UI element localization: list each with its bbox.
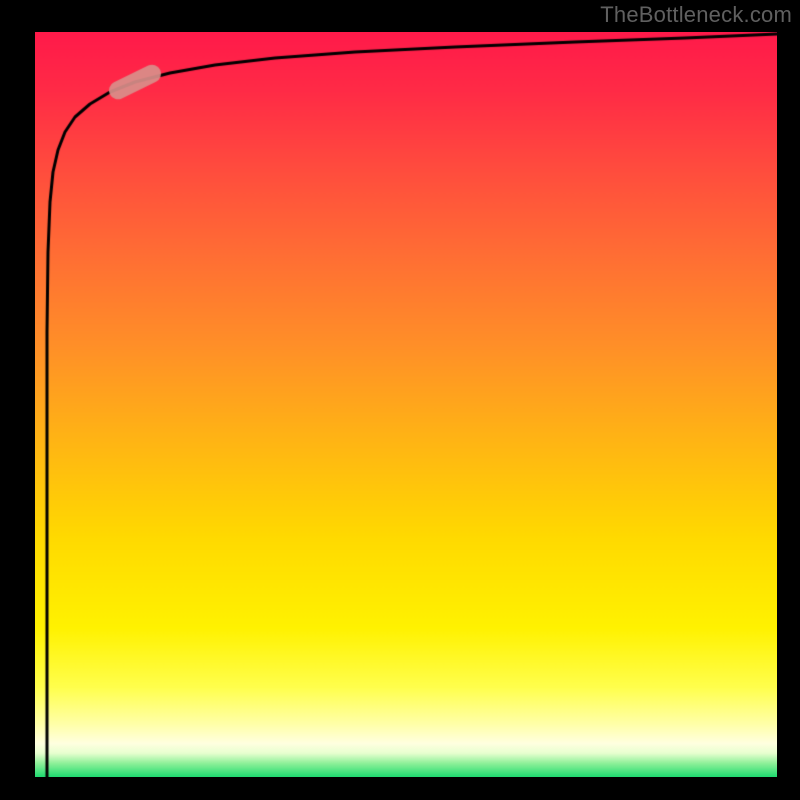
watermark-label: TheBottleneck.com — [600, 2, 792, 28]
chart-frame: TheBottleneck.com — [0, 0, 800, 800]
chart-plot-area — [35, 32, 777, 777]
chart-canvas — [35, 32, 777, 777]
